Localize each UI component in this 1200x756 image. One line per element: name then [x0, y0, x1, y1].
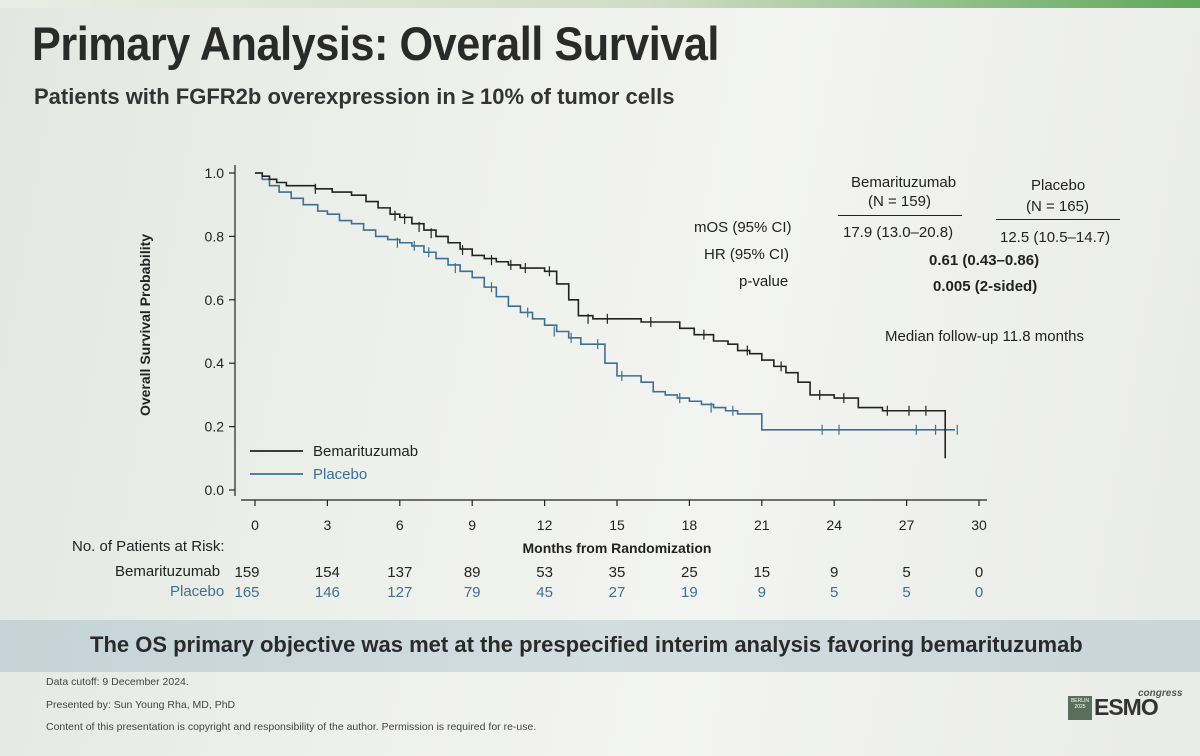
risk-table-label: No. of Patients at Risk:: [72, 538, 225, 555]
stat-header-pla-n: (N = 165): [1026, 198, 1089, 215]
risk-count: 127: [387, 584, 413, 601]
risk-count: 9: [757, 584, 766, 601]
y-axis-label: Overall Survival Probability: [137, 234, 153, 416]
y-tick-label: 0.2: [205, 419, 225, 435]
risk-count: 15: [753, 564, 771, 581]
legend-label-placebo: Placebo: [313, 466, 367, 483]
stat-row-mos: mOS (95% CI): [694, 219, 792, 236]
esmo-logo-name: ESMO: [1094, 694, 1159, 720]
y-tick-label: 0.6: [205, 292, 225, 308]
risk-count: 5: [830, 584, 839, 601]
risk-count: 0: [974, 584, 984, 601]
conclusion-banner: [0, 620, 1200, 672]
risk-count: 5: [902, 564, 911, 581]
risk-label-bem: Bemarituzumab: [115, 563, 221, 580]
stat-mos-bem: 17.9 (13.0–20.8): [843, 224, 954, 241]
footer-cutoff: Data cutoff: 9 December 2024.: [46, 676, 189, 688]
risk-count: 159: [234, 564, 260, 581]
x-tick-label: 9: [468, 517, 476, 533]
risk-label-pla: Placebo: [170, 583, 225, 600]
stat-mos-pla: 12.5 (10.5–14.7): [1000, 229, 1111, 246]
risk-count: 35: [608, 564, 626, 581]
risk-count: 53: [536, 564, 553, 581]
risk-count: 0: [974, 564, 984, 581]
x-tick-label: 15: [609, 517, 625, 533]
stat-rule-pla: [996, 219, 1120, 220]
footer-presenter: Presented by: Sun Young Rha, MD, PhD: [46, 699, 236, 711]
slide-title: Primary Analysis: Overall Survival: [32, 17, 719, 70]
conclusion-text: The OS primary objective was met at the …: [90, 632, 1083, 657]
y-tick-label: 0.0: [205, 482, 225, 498]
stat-header-pla: Placebo: [1031, 177, 1086, 194]
esmo-logo-city: BERLIN 2025: [1068, 696, 1092, 720]
esmo-logo: BERLIN 2025 ESMO congress: [1068, 688, 1182, 724]
x-tick-label: 0: [251, 517, 259, 533]
stat-hr: 0.61 (0.43–0.86): [929, 252, 1040, 269]
risk-count: 9: [830, 564, 839, 581]
risk-count: 165: [234, 584, 260, 601]
risk-count: 45: [536, 584, 553, 601]
risk-count: 146: [314, 584, 340, 601]
stat-followup: Median follow-up 11.8 months: [885, 328, 1084, 345]
x-tick-label: 24: [826, 517, 842, 533]
stat-rule-bem: [838, 215, 962, 216]
x-tick-label: 30: [971, 517, 987, 533]
x-tick-label: 12: [537, 517, 553, 533]
x-tick-label: 21: [754, 517, 770, 533]
y-tick-label: 1.0: [205, 165, 225, 181]
risk-count: 137: [387, 564, 413, 581]
top-accent-bar: [0, 0, 1200, 8]
risk-count: 154: [314, 564, 340, 581]
y-tick-label: 0.8: [205, 228, 225, 244]
x-tick-label: 3: [324, 517, 332, 533]
stat-row-hr: HR (95% CI): [704, 246, 790, 263]
slide-subtitle: Patients with FGFR2b overexpression in ≥…: [34, 84, 675, 109]
km-line-placebo: [255, 172, 955, 431]
stat-row-p: p-value: [739, 273, 789, 290]
km-chart: 0.0 0.2 0.4 0.6 0.8 1.0 0 3 6 9 12 15 18 21 24 27 30 Mont…: [137, 165, 987, 556]
risk-count: 25: [681, 564, 698, 581]
risk-count: 89: [463, 564, 481, 581]
risk-count: 5: [902, 584, 911, 601]
y-tick-label: 0.4: [205, 355, 225, 371]
risk-count: 27: [608, 584, 626, 601]
esmo-logo-event: congress: [1138, 688, 1183, 699]
risk-count: 79: [463, 584, 481, 601]
risk-count: 19: [681, 584, 698, 601]
x-tick-label: 6: [396, 517, 404, 533]
footer-copyright: Content of this presentation is copyrigh…: [46, 721, 537, 733]
legend-label-bemarituzumab: Bemarituzumab: [313, 443, 418, 460]
stat-header-bem: Bemarituzumab: [851, 174, 957, 191]
stat-header-bem-n: (N = 159): [868, 193, 931, 210]
km-line-bemarituzumab: [255, 172, 947, 459]
stat-p: 0.005 (2-sided): [933, 278, 1038, 295]
x-tick-label: 27: [899, 517, 915, 533]
x-axis-label: Months from Randomization: [523, 540, 712, 556]
x-tick-label: 18: [682, 517, 698, 533]
